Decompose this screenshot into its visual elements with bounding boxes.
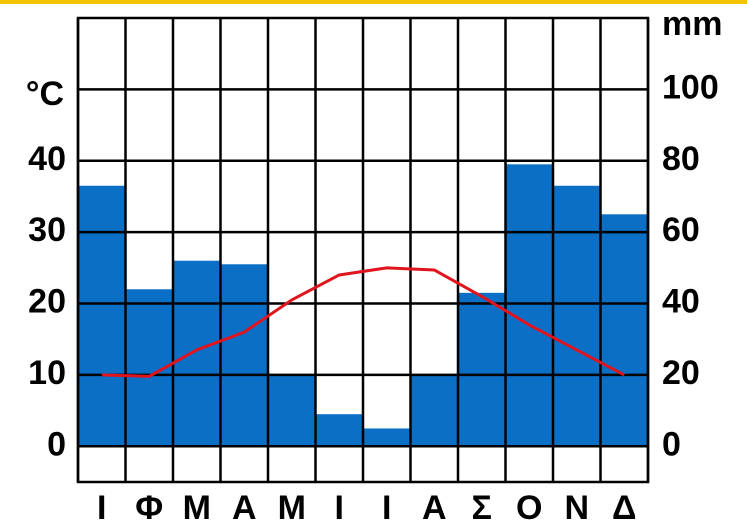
x-tick-label: Α: [422, 489, 447, 527]
y2-tick-label: 0: [662, 425, 681, 463]
y2-tick-label: 80: [662, 140, 700, 178]
y2-tick-label: 100: [662, 68, 719, 106]
y2-tick-label: 20: [662, 354, 700, 392]
x-tick-label: Ο: [516, 489, 542, 527]
y-tick-label: 0: [47, 425, 66, 463]
y-tick-label: 10: [28, 354, 66, 392]
y-tick-label: 30: [28, 211, 66, 249]
plot-border: [76, 16, 650, 484]
bar: [315, 414, 363, 447]
x-tick-label: Ν: [564, 489, 589, 527]
bar: [78, 185, 126, 447]
x-tick-label: Α: [232, 489, 257, 527]
bar: [600, 214, 648, 447]
top-stripe: [0, 0, 747, 4]
x-tick-label: Ι: [97, 489, 106, 527]
bar: [173, 260, 221, 447]
x-tick-label: Φ: [135, 489, 163, 527]
y-tick-label: 20: [28, 283, 66, 321]
temperature-line: [101, 266, 625, 378]
bar: [363, 428, 411, 447]
x-tick-label: Μ: [278, 489, 306, 527]
bar: [505, 164, 553, 447]
x-tick-label: Σ: [472, 489, 492, 527]
x-tick-label: Δ: [612, 489, 636, 527]
bar: [220, 264, 268, 447]
y-tick-label: 40: [28, 140, 66, 178]
y2-tick-label: 40: [662, 283, 700, 321]
bar: [268, 374, 316, 447]
x-tick-label: Μ: [183, 489, 211, 527]
x-tick-label: Ι: [382, 489, 391, 527]
bar: [458, 292, 506, 447]
x-tick-label: Ι: [335, 489, 344, 527]
y2-tick-label: 60: [662, 211, 700, 249]
bar: [553, 185, 601, 447]
y2-axis-label: mm: [662, 5, 722, 43]
bar: [410, 374, 458, 447]
y-axis-label: °C: [26, 75, 64, 113]
